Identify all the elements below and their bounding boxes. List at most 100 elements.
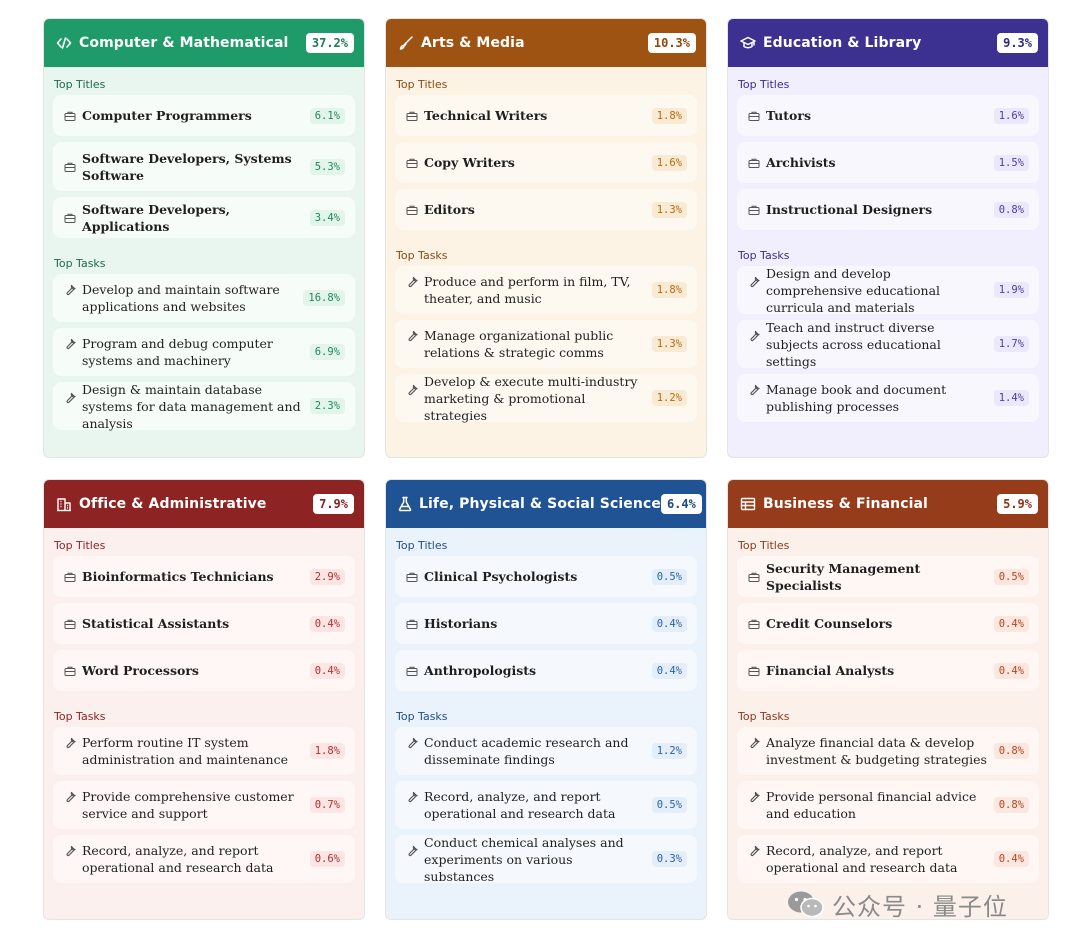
top-tasks-label: Top Tasks	[738, 249, 790, 262]
card-header: Computer & Mathematical 37.2%	[44, 19, 364, 67]
wrench-icon	[405, 275, 419, 289]
task-item: Perform routine IT system administration…	[53, 727, 355, 775]
task-percent: 1.2%	[651, 743, 687, 759]
top-titles-label: Top Titles	[54, 78, 106, 91]
title-label: Statistical Assistants	[82, 616, 230, 631]
task-label: Manage book and document publishing proc…	[766, 382, 947, 414]
card-percent-badge: 5.9%	[997, 494, 1038, 514]
title-percent: 3.4%	[309, 209, 345, 226]
task-percent: 1.3%	[651, 336, 687, 352]
title-label: Credit Counselors	[766, 616, 893, 631]
task-item: Produce and perform in film, TV, theater…	[395, 266, 697, 314]
title-percent: 0.5%	[651, 568, 687, 585]
briefcase-icon	[747, 617, 761, 631]
task-item: Provide comprehensive customer service a…	[53, 781, 355, 829]
task-label: Manage organizational public relations &…	[424, 328, 614, 360]
category-card-office-administrative: Office & Administrative 7.9% Top Titles …	[43, 479, 365, 920]
task-label: Record, analyze, and report operational …	[766, 843, 958, 875]
task-label: Program and debug computer systems and m…	[82, 336, 273, 368]
task-item: Provide personal financial advice and ed…	[737, 781, 1039, 829]
title-item: Copy Writers 1.6%	[395, 142, 697, 183]
card-header: Education & Library 9.3%	[728, 19, 1048, 67]
task-percent: 0.4%	[993, 851, 1029, 867]
title-item: Historians 0.4%	[395, 603, 697, 644]
task-item: Design and develop comprehensive educati…	[737, 265, 1039, 315]
card-header: Office & Administrative 7.9%	[44, 480, 364, 528]
wrench-icon	[405, 790, 419, 804]
card-title: Business & Financial	[763, 496, 928, 512]
category-card-life-physical-social-science: Life, Physical & Social Science 6.4% Top…	[385, 479, 707, 920]
ledger-icon	[739, 495, 757, 513]
task-percent: 0.7%	[309, 797, 345, 813]
title-item: Financial Analysts 0.4%	[737, 650, 1039, 691]
briefcase-icon	[405, 664, 419, 678]
wrench-icon	[63, 337, 77, 351]
briefcase-icon	[747, 570, 761, 584]
wrench-icon	[747, 844, 761, 858]
wrench-icon	[405, 329, 419, 343]
task-percent: 0.8%	[993, 743, 1029, 759]
task-label: Design and develop comprehensive educati…	[766, 265, 941, 315]
task-percent: 0.3%	[651, 851, 687, 867]
title-item: Credit Counselors 0.4%	[737, 603, 1039, 644]
card-percent-badge: 7.9%	[313, 494, 354, 514]
title-item: Instructional Designers 0.8%	[737, 189, 1039, 230]
briefcase-icon	[747, 156, 761, 170]
graduation-cap-icon	[739, 34, 757, 52]
task-label: Conduct chemical analyses and experiment…	[424, 834, 624, 884]
title-label: Computer Programmers	[82, 108, 252, 123]
task-item: Record, analyze, and report operational …	[53, 835, 355, 883]
brush-icon	[397, 34, 415, 52]
wrench-icon	[405, 736, 419, 750]
category-card-arts-media: Arts & Media 10.3% Top Titles Technical …	[385, 18, 707, 458]
card-title: Education & Library	[763, 35, 922, 51]
task-label: Conduct academic research and disseminat…	[424, 735, 629, 767]
title-label: Financial Analysts	[766, 663, 895, 678]
briefcase-icon	[63, 109, 77, 123]
title-percent: 0.8%	[993, 201, 1029, 218]
card-header: Life, Physical & Social Science 6.4%	[386, 480, 706, 528]
wrench-icon	[63, 790, 77, 804]
card-percent-badge: 37.2%	[305, 33, 354, 53]
title-label: Clinical Psychologists	[424, 569, 578, 584]
card-title: Office & Administrative	[79, 496, 267, 512]
title-label: Security Management Specialists	[766, 560, 921, 593]
task-label: Teach and instruct diverse subjects acro…	[766, 319, 941, 369]
card-header: Business & Financial 5.9%	[728, 480, 1048, 528]
building-icon	[55, 495, 73, 513]
title-item: Software Developers, Applications 3.4%	[53, 197, 355, 238]
task-item: Record, analyze, and report operational …	[737, 835, 1039, 883]
task-percent: 0.8%	[993, 797, 1029, 813]
briefcase-icon	[63, 570, 77, 584]
title-percent: 0.4%	[993, 615, 1029, 632]
title-item: Computer Programmers 6.1%	[53, 95, 355, 136]
title-label: Copy Writers	[424, 155, 515, 170]
card-percent-badge: 10.3%	[647, 33, 696, 53]
wrench-icon	[63, 283, 77, 297]
task-percent: 16.8%	[303, 290, 345, 306]
task-label: Produce and perform in film, TV, theater…	[424, 274, 631, 306]
briefcase-icon	[747, 664, 761, 678]
briefcase-icon	[63, 211, 77, 225]
task-label: Provide personal financial advice and ed…	[766, 789, 977, 821]
briefcase-icon	[405, 617, 419, 631]
category-card-education-library: Education & Library 9.3% Top Titles Tuto…	[727, 18, 1049, 458]
title-label: Software Developers, Systems Software	[82, 150, 292, 183]
title-item: Security Management Specialists 0.5%	[737, 556, 1039, 597]
task-label: Perform routine IT system administration…	[82, 735, 288, 767]
task-item: Design & maintain database systems for d…	[53, 382, 355, 431]
wrench-icon	[63, 391, 77, 405]
wrench-icon	[747, 790, 761, 804]
task-item: Program and debug computer systems and m…	[53, 328, 355, 376]
task-item: Manage book and document publishing proc…	[737, 374, 1039, 422]
title-percent: 6.1%	[309, 107, 345, 124]
code-icon	[55, 34, 73, 52]
task-percent: 1.9%	[993, 282, 1029, 298]
briefcase-icon	[747, 203, 761, 217]
top-titles-label: Top Titles	[738, 539, 790, 552]
title-percent: 0.5%	[993, 568, 1029, 585]
task-item: Conduct academic research and disseminat…	[395, 727, 697, 775]
title-percent: 0.4%	[651, 662, 687, 679]
card-title: Arts & Media	[421, 35, 525, 51]
top-tasks-label: Top Tasks	[396, 249, 448, 262]
